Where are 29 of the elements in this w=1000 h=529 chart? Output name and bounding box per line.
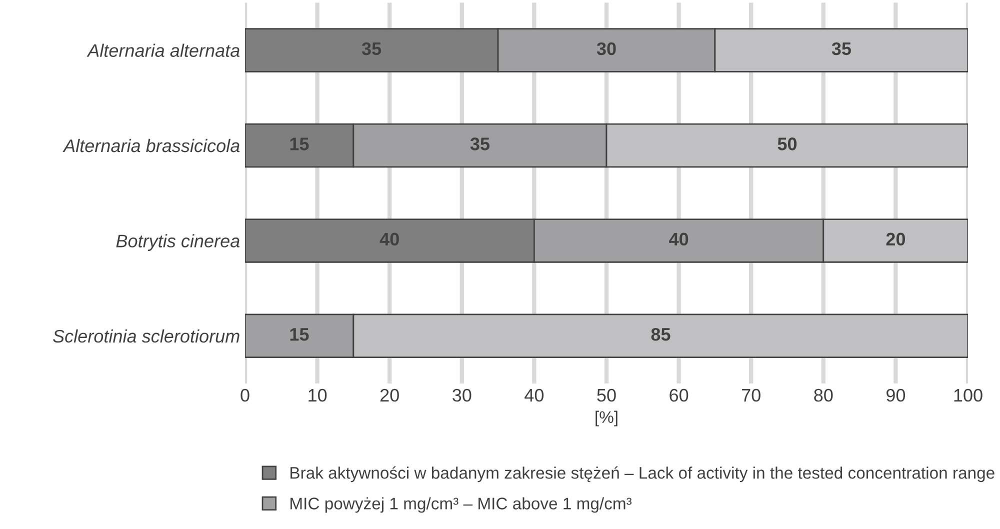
data-label: 35 — [470, 138, 490, 150]
data-label: 35 — [362, 42, 382, 56]
x-tick-label: 20 — [380, 388, 399, 402]
x-tick-label: 40 — [524, 388, 544, 402]
data-label: 40 — [669, 232, 688, 246]
data-label: 20 — [886, 232, 906, 246]
data-label: 85 — [651, 328, 670, 341]
data-label: 15 — [290, 328, 309, 341]
y-tick-label: Botrytis cinerea — [116, 234, 240, 251]
data-label: 40 — [380, 232, 399, 246]
data-label: 35 — [832, 42, 852, 56]
data-label: 50 — [778, 138, 797, 150]
x-axis-title: [%] — [596, 410, 618, 426]
y-tick-label: Alternaria brassicicola — [62, 138, 240, 152]
x-tick-label: 0 — [240, 388, 250, 402]
data-label: 15 — [290, 138, 309, 150]
x-tick-label: 10 — [308, 388, 327, 402]
x-tick-label: 100 — [954, 388, 982, 402]
x-tick-label: 90 — [886, 388, 906, 402]
legend-label: MIC powyżej 1 mg/cm³ – MIC above 1 mg/cm³ — [290, 497, 632, 513]
x-tick-label: 80 — [814, 388, 833, 402]
y-tick-label: Alternaria alternata — [86, 44, 240, 57]
x-tick-label: 60 — [670, 388, 688, 402]
y-tick-label: Sclerotinia sclerotiorum — [53, 329, 240, 343]
legend-label: Brak aktywności w badanym zakresie stężeń – Lack of activity in the tested concentration range — [290, 466, 994, 482]
x-tick-label: 30 — [452, 388, 472, 402]
x-tick-label: 50 — [597, 388, 616, 402]
x-tick-label: 70 — [742, 388, 760, 402]
data-label: 30 — [596, 42, 616, 56]
